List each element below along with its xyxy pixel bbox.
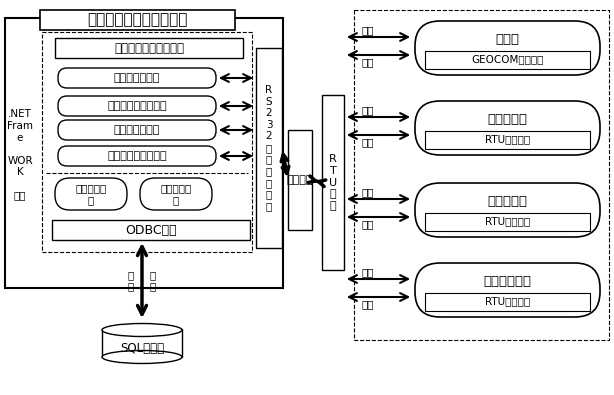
Bar (288, 130, 312, 230)
Text: 多周期多线程控制策略: 多周期多线程控制策略 (114, 41, 184, 55)
Bar (322, 95, 344, 270)
Text: RTU通讯协议: RTU通讯协议 (485, 216, 530, 227)
Bar (55, 38, 243, 58)
Bar (52, 220, 250, 240)
FancyBboxPatch shape (415, 101, 600, 155)
Text: SQL数据库: SQL数据库 (120, 342, 164, 354)
Bar (425, 293, 590, 310)
Text: 温湿度采集模块: 温湿度采集模块 (114, 125, 160, 135)
FancyBboxPatch shape (58, 146, 216, 166)
Text: 指令: 指令 (362, 25, 375, 35)
Text: R
T
U
模
块: R T U 模 块 (329, 154, 337, 211)
Text: 指令: 指令 (362, 105, 375, 115)
Bar (102, 329, 182, 357)
Text: 数据: 数据 (362, 137, 375, 147)
Ellipse shape (102, 350, 182, 363)
Text: 多元测量传感器数据采集: 多元测量传感器数据采集 (87, 13, 188, 28)
Text: 数据: 数据 (362, 299, 375, 309)
FancyBboxPatch shape (58, 68, 216, 88)
Bar (42, 32, 252, 252)
Text: 电子水平尺采集模块: 电子水平尺采集模块 (107, 151, 167, 161)
FancyBboxPatch shape (140, 178, 212, 210)
Text: 数据查询模
块: 数据查询模 块 (160, 183, 192, 205)
Text: 数据: 数据 (362, 219, 375, 229)
Bar (425, 131, 590, 149)
FancyBboxPatch shape (415, 183, 600, 237)
Text: 存
入: 存 入 (150, 270, 156, 291)
Text: 网络通讯: 网络通讯 (287, 175, 313, 185)
Bar (354, 10, 609, 340)
Text: .NET
Fram
e

WOR
K

框架: .NET Fram e WOR K 框架 (7, 109, 33, 201)
FancyBboxPatch shape (58, 96, 216, 116)
Text: 数据: 数据 (362, 57, 375, 67)
Bar (5, 18, 283, 288)
Bar (425, 51, 590, 68)
Text: 读
取: 读 取 (128, 270, 134, 291)
Text: R
S
2
3
2
串
行
接
口
通
讯: R S 2 3 2 串 行 接 口 通 讯 (265, 85, 273, 211)
Text: RTU通讯协议: RTU通讯协议 (485, 135, 530, 145)
FancyBboxPatch shape (55, 178, 127, 210)
FancyBboxPatch shape (415, 263, 600, 317)
Ellipse shape (102, 324, 182, 337)
FancyBboxPatch shape (58, 120, 216, 140)
Bar (256, 48, 282, 248)
Text: ODBC接口: ODBC接口 (125, 224, 177, 237)
Text: 指令: 指令 (362, 187, 375, 197)
Text: GEOCOM通讯协议: GEOCOM通讯协议 (472, 55, 543, 65)
Text: RTU通讯协议: RTU通讯协议 (485, 297, 530, 307)
Text: 全站仪: 全站仪 (495, 34, 519, 46)
Bar (40, 10, 235, 30)
Text: 全站仪采集模块: 全站仪采集模块 (114, 73, 160, 83)
Text: 基础配置模
块: 基础配置模 块 (76, 183, 107, 205)
Text: 电子水平尺: 电子水平尺 (488, 196, 527, 209)
Text: 静力水准仪: 静力水准仪 (488, 113, 527, 126)
Text: 指令: 指令 (362, 267, 375, 277)
Bar (425, 213, 590, 231)
FancyBboxPatch shape (415, 21, 600, 75)
Text: 静力水准仪采集模块: 静力水准仪采集模块 (107, 101, 167, 111)
Text: 温湿度传感器: 温湿度传感器 (483, 275, 532, 288)
